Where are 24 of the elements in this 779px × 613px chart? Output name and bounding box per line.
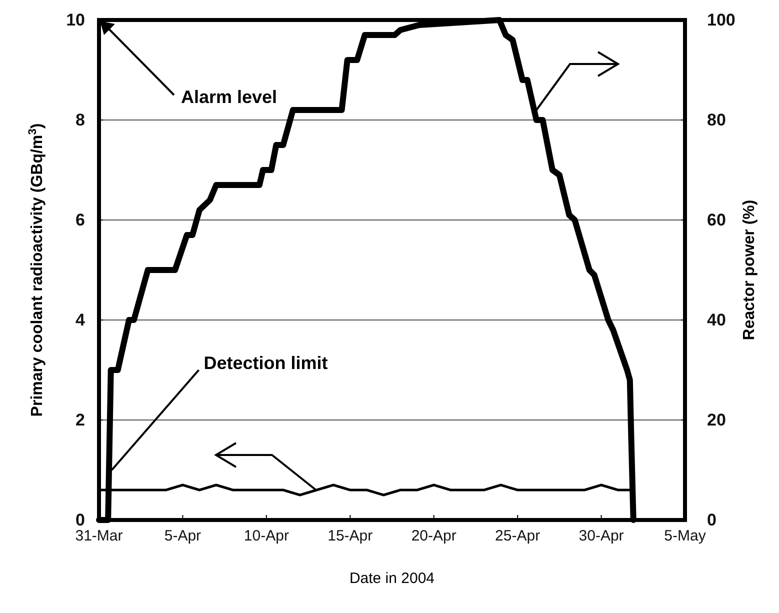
annotation: Alarm level [181, 87, 278, 107]
y2-tick-label: 0 [707, 510, 716, 530]
x-tick-label: 15-Apr [328, 528, 373, 545]
x-tick-label: 20-Apr [411, 528, 456, 545]
y2-tick-label: 60 [707, 210, 726, 230]
x-tick-label: 10-Apr [244, 528, 289, 545]
x-tick-label: 5-Apr [164, 528, 202, 545]
annotation: Detection limit [204, 353, 328, 373]
x-tick-label: 5-May [664, 528, 706, 545]
y-tick-label: 8 [76, 110, 85, 130]
y-tick-label: 6 [76, 210, 85, 230]
y-tick-label: 2 [76, 410, 85, 430]
y-tick-label: 0 [76, 510, 85, 530]
y2-tick-label: 100 [707, 10, 736, 30]
x-tick-label: 31-Mar [75, 528, 123, 545]
y2-axis-title: Reactor power (%) [741, 200, 758, 340]
y2-tick-label: 20 [707, 410, 726, 430]
y-tick-label: 10 [66, 10, 85, 30]
y2-tick-label: 80 [707, 110, 726, 130]
y2-tick-label: 40 [707, 310, 726, 330]
x-tick-label: 30-Apr [578, 528, 624, 545]
y-tick-label: 4 [76, 310, 86, 330]
x-axis-title: Date in 2004 [349, 570, 435, 587]
x-tick-label: 25-Apr [495, 528, 540, 545]
